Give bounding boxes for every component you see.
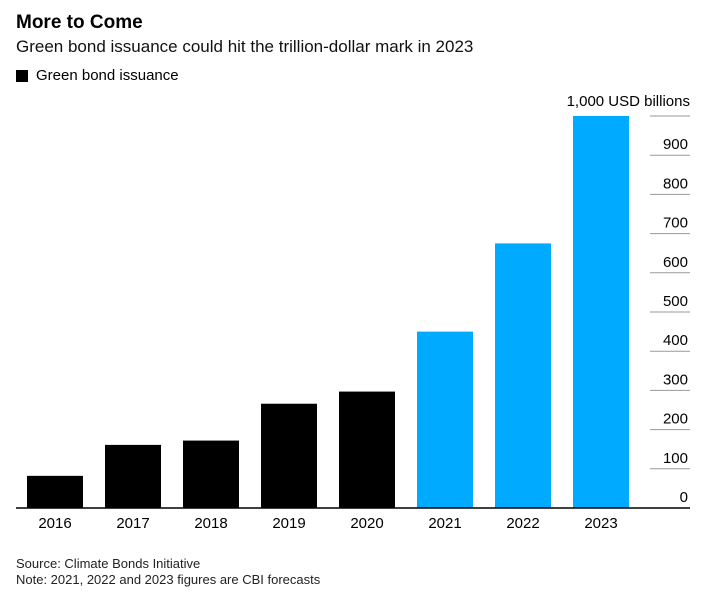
bar-2019 — [261, 403, 317, 508]
y-tick-label: 100 — [663, 450, 688, 467]
y-axis-unit-label: 1,000 USD billions — [567, 93, 690, 110]
chart-footer: Source: Climate Bonds Initiative Note: 2… — [16, 556, 320, 588]
y-tick-label: 600 — [663, 254, 688, 271]
y-tick-label: 0 — [680, 489, 688, 506]
x-tick-label: 2016 — [38, 515, 71, 532]
bar-2023 — [573, 116, 629, 508]
x-tick-label: 2022 — [506, 515, 539, 532]
y-tick-label: 500 — [663, 293, 688, 310]
x-tick-label: 2017 — [116, 515, 149, 532]
y-tick-label: 400 — [663, 332, 688, 349]
y-tick-label: 800 — [663, 175, 688, 192]
legend-swatch — [16, 69, 28, 82]
bar-2017 — [105, 444, 161, 508]
source-text: Source: Climate Bonds Initiative — [16, 556, 201, 571]
chart-title: More to Come — [16, 12, 143, 33]
note-text: Note: 2021, 2022 and 2023 figures are CB… — [16, 572, 321, 587]
x-tick-label: 2018 — [194, 515, 227, 532]
x-tick-label: 2021 — [428, 515, 461, 532]
y-tick-label: 900 — [663, 136, 688, 153]
x-tick-label: 2019 — [272, 515, 305, 532]
y-tick-label: 300 — [663, 371, 688, 388]
chart-subtitle: Green bond issuance could hit the trilli… — [16, 37, 474, 56]
bar-2022 — [495, 243, 551, 508]
x-tick-label: 2023 — [584, 515, 617, 532]
y-tick-label: 200 — [663, 411, 688, 428]
legend-label: Green bond issuance — [36, 67, 179, 84]
legend: Green bond issuance — [16, 67, 179, 84]
bar-2020 — [339, 391, 395, 508]
y-tick-label: 700 — [663, 215, 688, 232]
bar-2021 — [417, 331, 473, 508]
x-tick-label: 2020 — [350, 515, 383, 532]
bar-2018 — [183, 440, 239, 508]
bar-2016 — [27, 475, 83, 508]
